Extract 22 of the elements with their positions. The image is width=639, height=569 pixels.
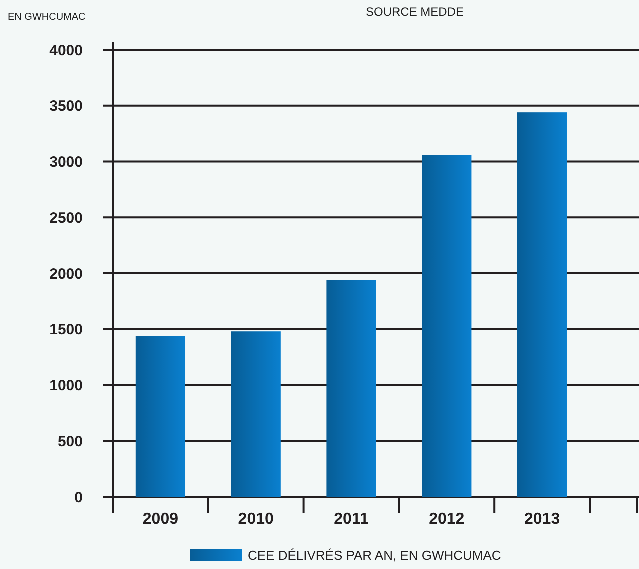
y-axis-title: EN GWHCUMAC xyxy=(8,12,86,23)
x-tick-label: 2009 xyxy=(142,511,179,528)
y-tick-label: 2000 xyxy=(50,266,83,283)
y-tick-label: 1500 xyxy=(50,322,83,339)
y-tick-label: 3500 xyxy=(50,98,83,116)
y-tick-label: 0 xyxy=(74,489,83,506)
chart-title: SOURCE MEDDE xyxy=(366,5,464,19)
x-tick-label: 2012 xyxy=(429,511,465,528)
x-tick-label: 2011 xyxy=(334,511,369,528)
bar xyxy=(422,155,472,497)
bar xyxy=(326,280,376,497)
bar xyxy=(136,336,186,497)
y-tick-label: 4000 xyxy=(50,42,83,60)
y-tick-label: 2500 xyxy=(50,210,83,227)
y-tick-label: 500 xyxy=(58,433,83,450)
bar xyxy=(231,332,281,497)
legend-label: CEE DÉLIVRÉS PAR AN, EN GWHCUMAC xyxy=(248,548,502,563)
x-tick-label: 2013 xyxy=(524,511,560,528)
x-tick-label: 2010 xyxy=(238,511,274,528)
y-tick-label: 3000 xyxy=(50,154,83,171)
bar xyxy=(517,112,568,497)
y-tick-label: 1000 xyxy=(50,378,83,394)
